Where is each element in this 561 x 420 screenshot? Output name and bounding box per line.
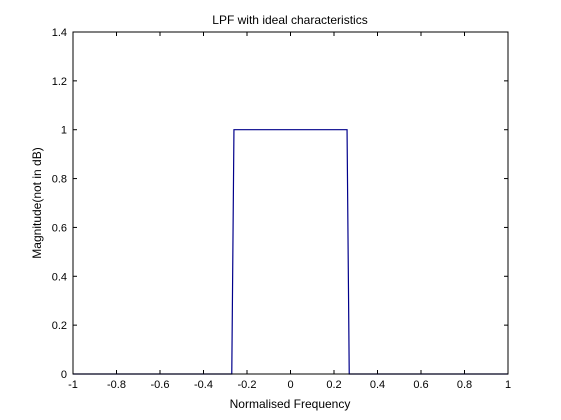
- y-tick-label: 0.6: [52, 222, 67, 234]
- y-tick-label: 0.4: [52, 271, 67, 283]
- y-tick-label: 1: [61, 125, 67, 137]
- x-tick-label: -0.8: [107, 379, 126, 391]
- x-tick-label: 0.8: [457, 379, 472, 391]
- x-tick-label: -1: [68, 379, 78, 391]
- y-axis-label: Magnitude(not in dB): [30, 147, 44, 258]
- y-tick-label: 0: [61, 369, 67, 381]
- x-tick-label: 0: [287, 379, 293, 391]
- y-tick-label: 0.2: [52, 320, 67, 332]
- x-tick-label: 0.4: [370, 379, 385, 391]
- x-tick-label: 0.6: [413, 379, 428, 391]
- y-tick-label: 0.8: [52, 174, 67, 186]
- ticks: -1 -0.8 -0.6 -0.4 -0.2 0 0.2 0.4 0.6 0.8 1 0 0.2 0.4 0…: [52, 27, 511, 391]
- series-line-0: [73, 129, 508, 375]
- x-tick-label: 1: [505, 379, 511, 391]
- x-tick-label: -0.4: [194, 379, 213, 391]
- y-tick-label: 1.4: [52, 27, 67, 39]
- series-layer: [73, 129, 508, 375]
- x-tick-label: 0.2: [326, 379, 341, 391]
- x-axis-label: Normalised Frequency: [230, 397, 351, 411]
- x-tick-label: -0.2: [238, 379, 257, 391]
- y-tick-label: 1.2: [52, 76, 67, 88]
- chart-title: LPF with ideal characteristics: [212, 13, 367, 27]
- axes-box: [72, 31, 509, 375]
- x-tick-label: -0.6: [151, 379, 170, 391]
